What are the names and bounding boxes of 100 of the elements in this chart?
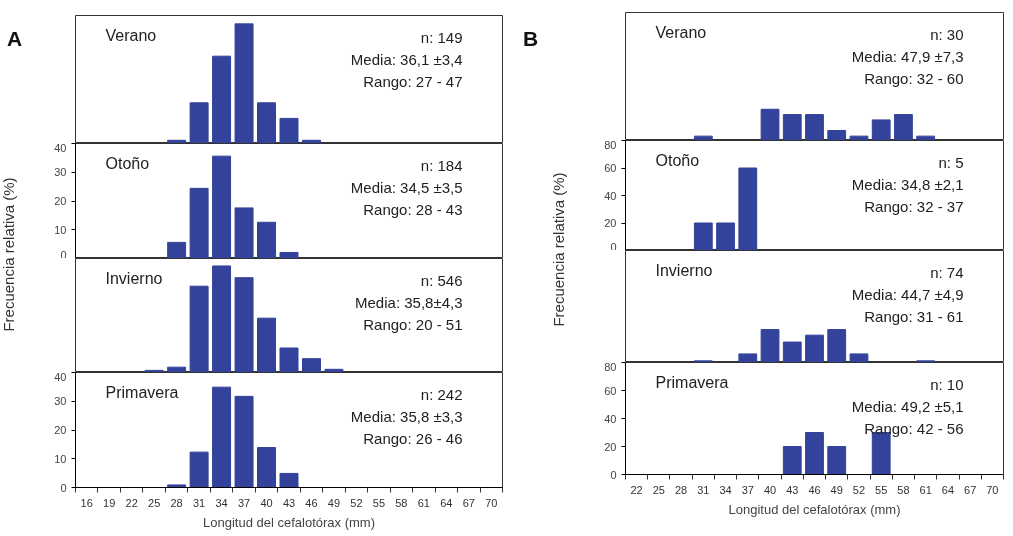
bar (257, 447, 277, 488)
y-tick-label: 30 (54, 166, 67, 179)
text: Rango: 31 - 61 (864, 307, 964, 325)
x-tick-label: 16 (80, 496, 93, 509)
annotation: Rango: 27 - 47 (363, 72, 463, 90)
x-tick-label: 43 (282, 496, 296, 509)
bar (189, 102, 209, 143)
annotation: n: 5 (938, 153, 964, 171)
bar (301, 358, 321, 372)
text: Otoño (655, 151, 700, 169)
y-tick-label: 40 (604, 412, 617, 425)
text: n: 30 (930, 25, 964, 43)
y-tick-label: 10 (54, 223, 67, 236)
bar (279, 347, 299, 372)
x-tick-label: 58 (897, 483, 910, 496)
bar (234, 23, 254, 143)
annotation: n: 546 (420, 271, 463, 289)
chart-title: Invierno (105, 269, 163, 287)
bar (279, 251, 299, 258)
annotation: Media: 34,8 ±2,1 (851, 175, 964, 193)
annotation: Media: 36,1 ±3,4 (350, 50, 463, 68)
chart-title: Invierno (655, 261, 713, 279)
annotation: n: 10 (930, 375, 964, 393)
x-tick-label: 37 (237, 496, 251, 509)
x-tick-label: 34 (215, 496, 228, 509)
x-tick-label: 52 (852, 483, 866, 496)
y-tick-label: 0 (610, 468, 617, 481)
x-tick-label: 46 (808, 483, 821, 496)
bar (212, 265, 232, 372)
y-tick-label: 20 (604, 440, 617, 453)
bar (279, 117, 299, 143)
x-axis-title: Longitud del cefalotórax (mm) (728, 501, 901, 517)
x-tick-label: 43 (786, 483, 799, 496)
annotation: Media: 35,8 ±3,3 (350, 407, 463, 425)
y-axis-title: Frecuencia relativa (%) (549, 171, 567, 329)
bar (760, 108, 780, 140)
text: A (7, 27, 23, 51)
x-tick-label: 70 (986, 483, 999, 496)
x-tick-label: 55 (875, 483, 888, 496)
bar (849, 135, 869, 140)
x-tick-label: 40 (260, 496, 273, 509)
bar (234, 395, 254, 488)
x-tick-label: 34 (719, 483, 732, 496)
bar (167, 484, 187, 488)
x-tick-label: 55 (372, 496, 386, 509)
chart-title: Verano (105, 26, 157, 44)
x-tick-label: 61 (417, 496, 430, 509)
bar (212, 155, 232, 258)
x-tick-label: 40 (763, 483, 777, 496)
y-tick-label: 40 (604, 189, 617, 202)
annotation: Rango: 26 - 46 (363, 429, 463, 447)
x-tick-label: 61 (919, 483, 932, 496)
text: Primavera (105, 383, 179, 401)
x-axis-title: Longitud del cefalotórax (mm) (203, 514, 375, 530)
annotation: Media: 35,8±4,3 (355, 293, 463, 311)
y-tick-label: 40 (54, 141, 67, 154)
bar (871, 119, 891, 140)
x-tick-label: 58 (395, 496, 408, 509)
x-tick-label: 49 (830, 483, 843, 496)
x-tick-label: 37 (741, 483, 754, 496)
bar (189, 285, 209, 372)
bar (189, 187, 209, 258)
x-tick-label: 19 (103, 496, 116, 509)
x-tick-label: 64 (440, 496, 453, 509)
bar (234, 207, 254, 258)
text: Rango: 32 - 60 (864, 69, 964, 87)
text: Media: 47,9 ±7,3 (851, 47, 964, 65)
y-tick-label: 80 (604, 360, 617, 373)
text: Primavera (655, 373, 729, 391)
y-tick-label: 40 (54, 370, 67, 383)
bar (324, 368, 344, 372)
y-tick-label: 0 (610, 240, 617, 253)
text: Media: 44,7 ±4,9 (851, 285, 964, 303)
y-tick-label: 0 (60, 481, 67, 494)
bar (805, 114, 824, 140)
bar (257, 317, 277, 372)
y-tick-label: 10 (54, 452, 67, 465)
x-tick-label: 22 (630, 483, 643, 496)
x-tick-label: 67 (462, 496, 475, 509)
bar (212, 386, 232, 488)
text: B (523, 27, 539, 51)
chart-title: Verano (655, 23, 707, 41)
bar (849, 353, 869, 362)
y-tick-label: 60 (604, 162, 617, 174)
annotation: n: 149 (420, 28, 463, 46)
x-tick-label: 31 (697, 483, 710, 496)
bar (167, 366, 187, 372)
annotation: Rango: 32 - 37 (864, 197, 964, 215)
bar (805, 334, 824, 362)
bar (738, 353, 758, 362)
x-tick-label: 25 (652, 483, 665, 496)
bar (189, 451, 209, 488)
bar (234, 277, 254, 372)
x-tick-label: 22 (125, 496, 138, 509)
y-tick-label: 60 (604, 384, 617, 397)
y-tick-label: 20 (604, 217, 617, 229)
annotation: Rango: 42 - 56 (864, 419, 964, 437)
annotation: Media: 34,5 ±3,5 (350, 178, 463, 196)
annotation: n: 242 (420, 385, 463, 403)
text: Otoño (105, 154, 150, 172)
